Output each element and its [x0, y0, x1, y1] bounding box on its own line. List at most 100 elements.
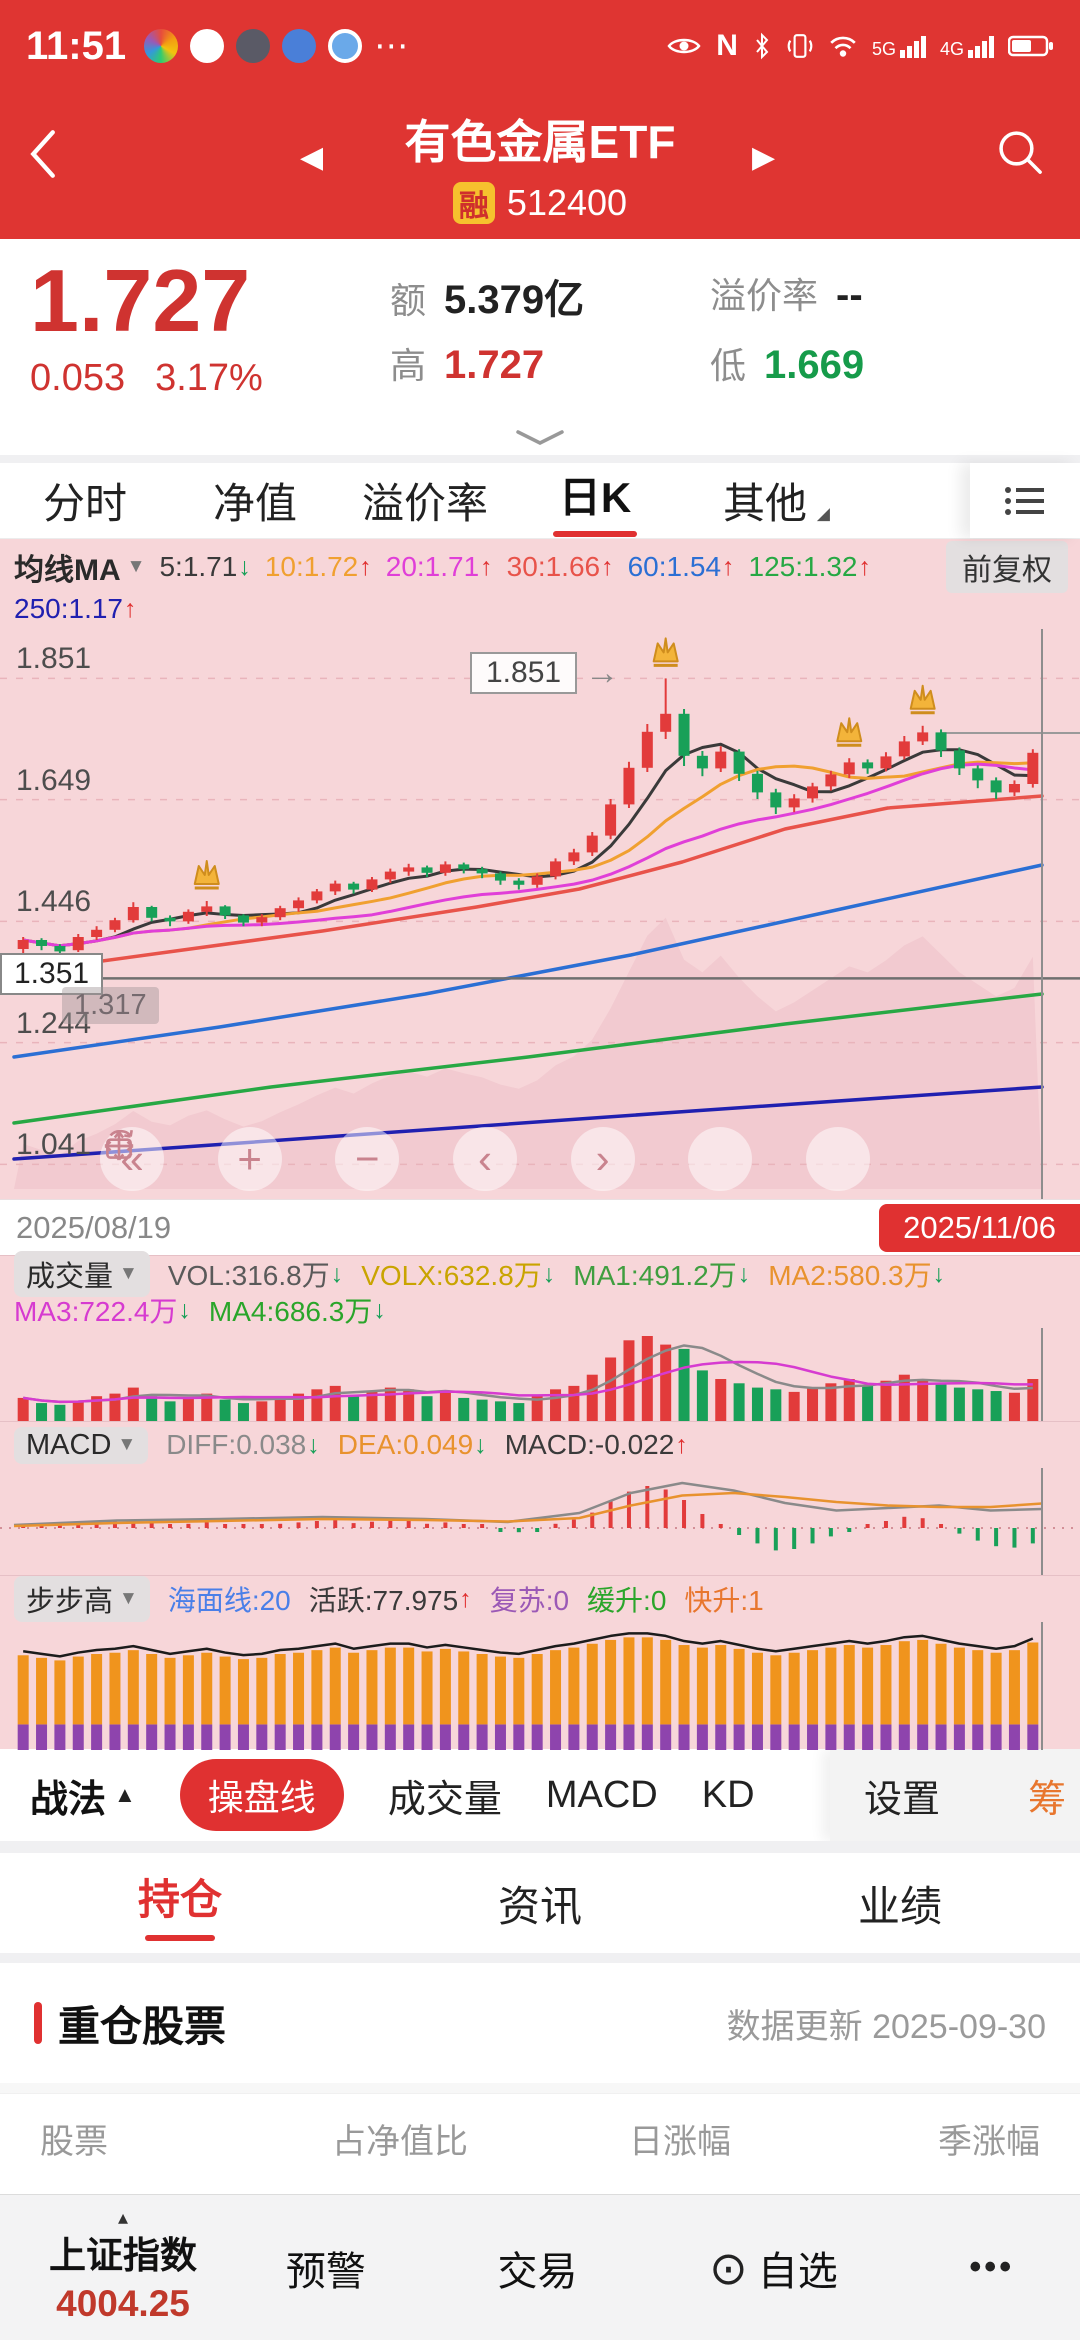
tab-minute[interactable]: 分时 [42, 480, 127, 527]
vibrate-icon [786, 33, 814, 59]
bottom-nav: ▴ 上证指数 4004.25 预警 交易 ⊙ 自选 ••• [0, 2194, 1080, 2340]
indicator-settings[interactable]: 设置 [864, 1778, 941, 1821]
alert-button[interactable]: 预警 [285, 2249, 366, 2294]
page-title: 有色金属ETF [404, 116, 676, 168]
system-status-icons: N 5G 4G [666, 29, 1054, 63]
section-accent-bar [34, 2002, 42, 2044]
move-chart-button[interactable] [104, 1127, 870, 1191]
tab-other[interactable]: 其他 ◢ [722, 480, 830, 527]
volume-canvas [17, 1328, 1043, 1422]
volume-pane: 成交量 ▼ VOL:316.8万 ↓ VOLX:632.8万 ↓ MA1:491.2万… [0, 1251, 1080, 1422]
indicator-chip[interactable]: 筹 [1027, 1778, 1066, 1821]
pan-right-button[interactable]: › [570, 1127, 635, 1191]
pan-left-button[interactable]: ‹ [452, 1127, 517, 1191]
index-expand-icon: ▴ [117, 2206, 129, 2229]
trade-button[interactable]: 交易 [497, 2249, 578, 2294]
chart-nav: « + − ‹ › [100, 1127, 870, 1191]
col-weight: 占净值比 [332, 2123, 468, 2161]
indicator-tab-bar: 战法 ▲ 操盘线 成交量 MACD KD 设置 筹 [0, 1749, 1080, 1841]
vol-legend: VOL:316.8万 ↓ [167, 1259, 344, 1292]
dropdown-icon: ▼ [117, 1434, 137, 1455]
next-stock-icon[interactable]: ▶ [752, 141, 776, 174]
fastrise-legend: 快升:1 [684, 1585, 764, 1616]
margin-badge: 融 [452, 182, 495, 224]
bluetooth-icon [752, 32, 772, 60]
slowrise-legend: 缓升:0 [587, 1585, 667, 1616]
adjust-mode-button[interactable]: 前复权 [946, 541, 1068, 593]
holdings-table-header: 股票 占净值比 日涨幅 季涨幅 [0, 2093, 1080, 2183]
range-end-date: 2025/11/06 [879, 1203, 1080, 1252]
price-change: 0.053 [30, 357, 126, 399]
spacer [0, 2183, 1080, 2194]
signal-5g-icon: 5G [872, 34, 926, 58]
volume-dropdown[interactable]: 成交量 ▼ [14, 1251, 150, 1297]
bbg-canvas [17, 1622, 1043, 1750]
app-icon-chat [190, 29, 225, 63]
stock-code: 512400 [506, 182, 628, 223]
dropdown-icon: ▼ [126, 556, 146, 577]
kline-chart[interactable]: 1.851 1.649 1.446 1.244 1.041 1.351 1.317 1.851… [0, 629, 1080, 1199]
eye-comfort-icon [666, 34, 702, 58]
dropdown-icon: ▼ [119, 1588, 138, 1609]
ma60-legend: 60:1.54 ↑ [627, 551, 735, 582]
more-button[interactable]: ••• [969, 2248, 1015, 2286]
title-block: 有色金属ETF 融 512400 [0, 106, 1080, 224]
indicator-caopanxian[interactable]: 操盘线 [179, 1759, 344, 1831]
dea-legend: DEA:0.049 ↓ [337, 1429, 487, 1460]
indicator-volume[interactable]: 成交量 [387, 1778, 502, 1821]
zoom-in-button[interactable]: + [217, 1127, 282, 1191]
ma-dropdown[interactable]: 均线MA ▼ [14, 554, 146, 587]
search-icon[interactable] [994, 126, 1046, 181]
ma5-legend: 5:1.71 ↓ [159, 551, 251, 582]
indicator-list-icon[interactable] [970, 463, 1080, 538]
app-icon-browser [328, 29, 363, 63]
indicator-kd[interactable]: KD [701, 1773, 755, 1816]
watchlist-button[interactable]: ⊙ 自选 [709, 2241, 838, 2294]
rotate-screen-button[interactable] [106, 1127, 753, 1191]
ma30-legend: 30:1.66 ↑ [506, 551, 614, 582]
tab-premium[interactable]: 溢价率 [361, 480, 488, 527]
ma20-legend: 20:1.71 ↑ [385, 551, 493, 582]
holdings-title: 重仓股票 [58, 2002, 227, 2050]
low-label: 低 [710, 345, 747, 386]
ma125-legend: 125:1.32 ↑ [748, 551, 872, 582]
dropdown-icon: ▼ [119, 1263, 138, 1284]
section-divider [0, 455, 1080, 463]
macd-pane: MACD ▼ DIFF:0.038 ↓ DEA:0.049 ↓ MACD:-0.022… [0, 1421, 1080, 1576]
ma10-legend: 10:1.72 ↑ [264, 551, 372, 582]
expand-chevron-icon[interactable] [512, 428, 568, 453]
zoom-out-button[interactable]: − [335, 1127, 400, 1191]
diff-legend: DIFF:0.038 ↓ [166, 1429, 320, 1460]
notification-icons: ⋯ [144, 26, 410, 66]
strategy-menu[interactable]: 战法 ▲ [30, 1778, 136, 1821]
tab-news[interactable]: 资讯 [497, 1882, 582, 1930]
tab-nav-value[interactable]: 净值 [212, 480, 297, 527]
macd-dropdown[interactable]: MACD ▼ [14, 1426, 149, 1464]
bbg-pane: 步步高 ▼ 海面线:20 活跃:77.975 ↑ 复苏:0 缓升:0 快升:1 [0, 1575, 1080, 1750]
premium-value: -- [836, 273, 863, 317]
quote-panel: 1.727 0.053 3.17% 额 5.379亿 高 1.727 溢价率 -… [0, 239, 1080, 455]
col-stock: 股票 [40, 2123, 108, 2161]
tab-daily-k[interactable]: 日K [510, 463, 680, 538]
bbg-dropdown[interactable]: 步步高 ▼ [14, 1576, 150, 1622]
price-change-pct: 3.17% [155, 357, 263, 399]
date-range-row: 2025/08/19 2025/11/06 [0, 1199, 1080, 1255]
vol-ma3-legend: MA3:722.4万 ↓ [14, 1295, 191, 1328]
section-divider [0, 1953, 1080, 1963]
tab-performance[interactable]: 业绩 [857, 1882, 942, 1930]
nfc-icon: N [716, 29, 738, 62]
indicator-macd[interactable]: MACD [545, 1773, 658, 1816]
premium-label: 溢价率 [710, 275, 819, 316]
recovery-legend: 复苏:0 [489, 1585, 570, 1616]
macd-canvas [0, 1468, 1080, 1576]
last-price: 1.727 [30, 251, 251, 350]
prev-stock-icon[interactable]: ◀ [300, 141, 324, 174]
tab-holdings[interactable]: 持仓 [0, 1853, 360, 1953]
back-icon[interactable] [26, 128, 60, 183]
ma-legend: 均线MA ▼ 5:1.71 ↓ 10:1.72 ↑ 20:1.71 ↑ 30:1.66 ↑… [0, 539, 1080, 629]
app-icon-blue [282, 29, 317, 63]
index-quote-button[interactable]: ▴ 上证指数 4004.25 [0, 2206, 220, 2325]
active-legend: 活跃:77.975 ↑ [308, 1584, 472, 1617]
header: ◀ 有色金属ETF 融 512400 ▶ [0, 92, 1080, 239]
